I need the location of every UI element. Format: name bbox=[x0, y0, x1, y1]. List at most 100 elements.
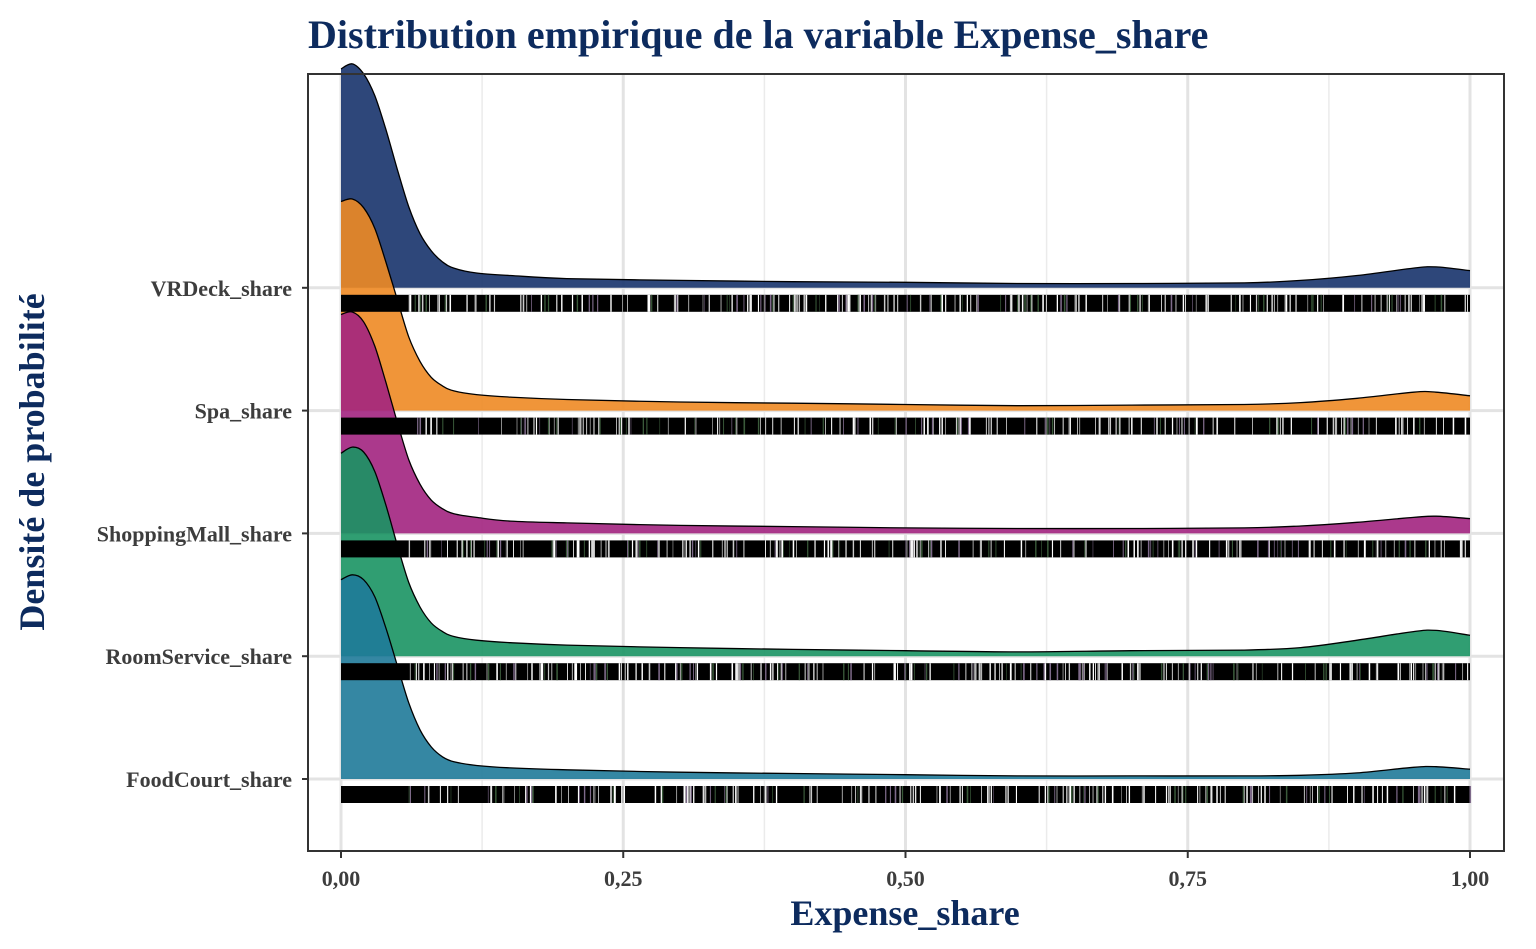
rug-gap bbox=[930, 294, 932, 312]
rug-gap bbox=[1236, 540, 1238, 558]
rug-gap bbox=[466, 294, 468, 312]
rug-gap bbox=[765, 786, 767, 803]
rug-gap bbox=[1426, 663, 1428, 681]
rug-gap bbox=[975, 663, 977, 681]
rug-gap bbox=[1375, 540, 1377, 558]
rug-gap bbox=[627, 663, 629, 681]
rug-gap bbox=[1035, 540, 1037, 558]
rug-gap bbox=[981, 663, 983, 681]
rug-gap bbox=[651, 294, 653, 312]
rug-gap bbox=[606, 663, 608, 681]
rug-gap bbox=[789, 540, 790, 558]
rug-gap bbox=[1464, 417, 1467, 435]
rug-gap bbox=[1107, 663, 1108, 681]
rug-gap bbox=[1368, 417, 1370, 435]
rug-gap bbox=[444, 294, 446, 312]
rug-gap bbox=[531, 663, 533, 681]
rug-gap bbox=[1132, 663, 1134, 681]
rug-gap bbox=[1159, 417, 1161, 435]
rug-gap bbox=[1129, 663, 1132, 681]
rug-gap bbox=[919, 540, 921, 558]
rug-gap bbox=[869, 417, 871, 435]
rug-gap bbox=[526, 786, 528, 803]
rug-gap bbox=[438, 294, 440, 312]
rug-gap bbox=[851, 786, 853, 803]
rug-gap bbox=[1207, 663, 1210, 681]
rug-gap bbox=[579, 786, 580, 803]
rug-gap bbox=[1177, 663, 1179, 681]
grid-lines bbox=[308, 74, 1504, 851]
rug-gap bbox=[442, 417, 444, 435]
rug-gap bbox=[858, 294, 860, 312]
rug-gap bbox=[875, 294, 877, 312]
rug-gap bbox=[1024, 417, 1026, 435]
rug-gap bbox=[1317, 294, 1319, 312]
rug-gap bbox=[574, 663, 576, 681]
rug-gap bbox=[487, 786, 489, 803]
rug-gap bbox=[859, 786, 861, 803]
rug-gap bbox=[519, 786, 520, 803]
ridge-outline-foodcourt-share bbox=[340, 574, 1471, 777]
rug-gap bbox=[1212, 663, 1214, 681]
rug-gap bbox=[1182, 663, 1184, 681]
rug-gap bbox=[598, 417, 600, 435]
rug-gap bbox=[712, 417, 713, 435]
rug-gap bbox=[531, 294, 532, 312]
rug-gap bbox=[627, 540, 629, 558]
rug-gap bbox=[444, 663, 446, 681]
rug-gap bbox=[1024, 294, 1026, 312]
rug-gap bbox=[732, 786, 734, 803]
rug-gap bbox=[792, 294, 794, 312]
rug-gap bbox=[970, 294, 972, 312]
rug-gap bbox=[535, 417, 538, 435]
rug-gap bbox=[1375, 663, 1377, 681]
rug-gap bbox=[795, 294, 796, 312]
rug-gap bbox=[853, 417, 855, 435]
rug-gap bbox=[583, 540, 585, 558]
rug-gap bbox=[604, 663, 606, 681]
rug-gap bbox=[619, 417, 622, 435]
rug-gap bbox=[780, 663, 782, 681]
rug-gap bbox=[893, 663, 895, 681]
rug-gap bbox=[1413, 663, 1415, 681]
rug-gap bbox=[1423, 294, 1425, 312]
rug-gap bbox=[1179, 417, 1180, 435]
rug-gap bbox=[551, 663, 553, 681]
rug-gap bbox=[430, 417, 432, 435]
rug-gap bbox=[739, 663, 742, 681]
rug-gap bbox=[804, 294, 806, 312]
rug-gap bbox=[874, 663, 876, 681]
rug-gap bbox=[843, 417, 844, 435]
rug-gap bbox=[414, 663, 416, 681]
rug-gap bbox=[1068, 786, 1070, 803]
rug-gap bbox=[1317, 417, 1319, 435]
rug-gap bbox=[1171, 540, 1174, 558]
rug-gap bbox=[742, 663, 744, 681]
rug-gap bbox=[1317, 786, 1319, 803]
rug-gap bbox=[1423, 786, 1426, 803]
rug-gap bbox=[1195, 294, 1197, 312]
rug-gap bbox=[1141, 294, 1143, 312]
rug-gap bbox=[690, 786, 692, 803]
rug-gap bbox=[726, 786, 728, 803]
rug-gap bbox=[466, 663, 468, 681]
rug-gap bbox=[831, 540, 833, 558]
rug-gap bbox=[576, 294, 579, 312]
rug-gap bbox=[871, 294, 874, 312]
ridge-outline-vrdeck-share bbox=[340, 63, 1471, 285]
x-axis-title: Expense_share bbox=[790, 893, 1019, 933]
rug-gap bbox=[429, 294, 430, 312]
rug-gap bbox=[921, 417, 923, 435]
rug-gap bbox=[928, 540, 929, 558]
rug-gap bbox=[677, 294, 679, 312]
rug-gap bbox=[1079, 786, 1081, 803]
rug-gap bbox=[715, 663, 718, 681]
rug-gap bbox=[940, 540, 942, 558]
rug-gap bbox=[940, 294, 942, 312]
rug-gap bbox=[796, 540, 797, 558]
ridge-vrdeck-share bbox=[340, 63, 1471, 288]
rug-gap bbox=[552, 540, 555, 558]
ridge-outline-roomservice-share bbox=[340, 446, 1471, 653]
rug-gap bbox=[778, 663, 780, 681]
rug-gap bbox=[685, 540, 687, 558]
